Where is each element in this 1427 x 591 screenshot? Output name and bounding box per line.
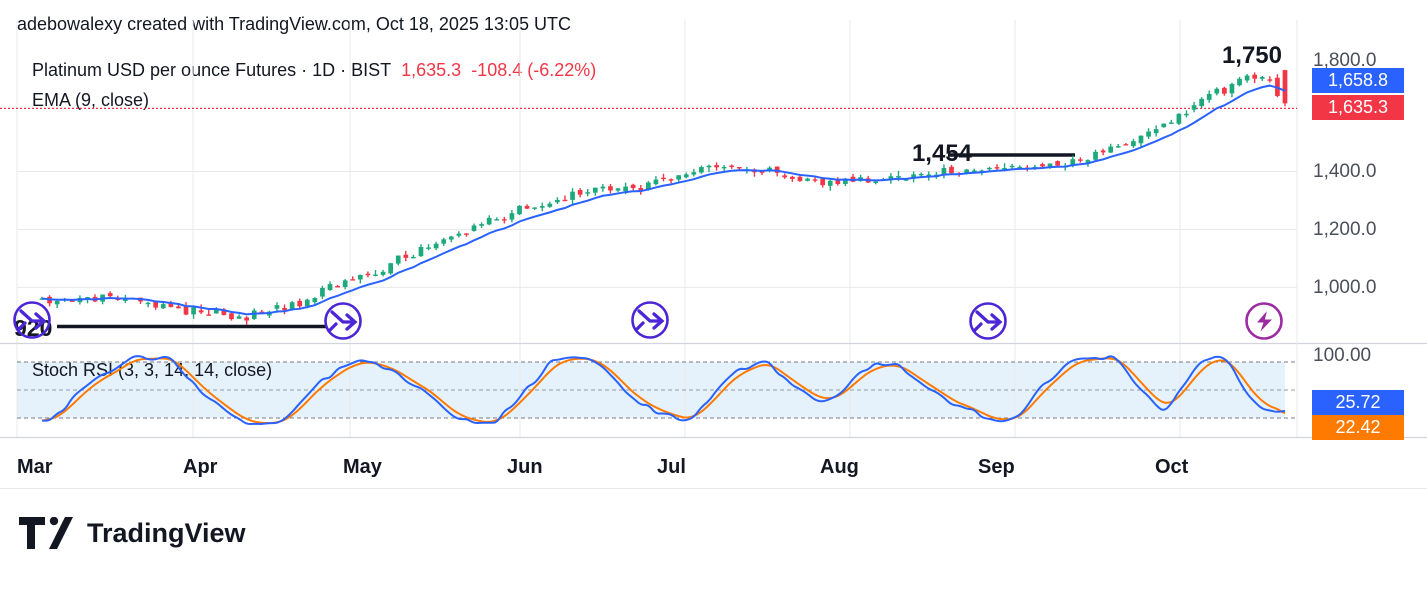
svg-text:TradingView: TradingView — [87, 518, 247, 548]
